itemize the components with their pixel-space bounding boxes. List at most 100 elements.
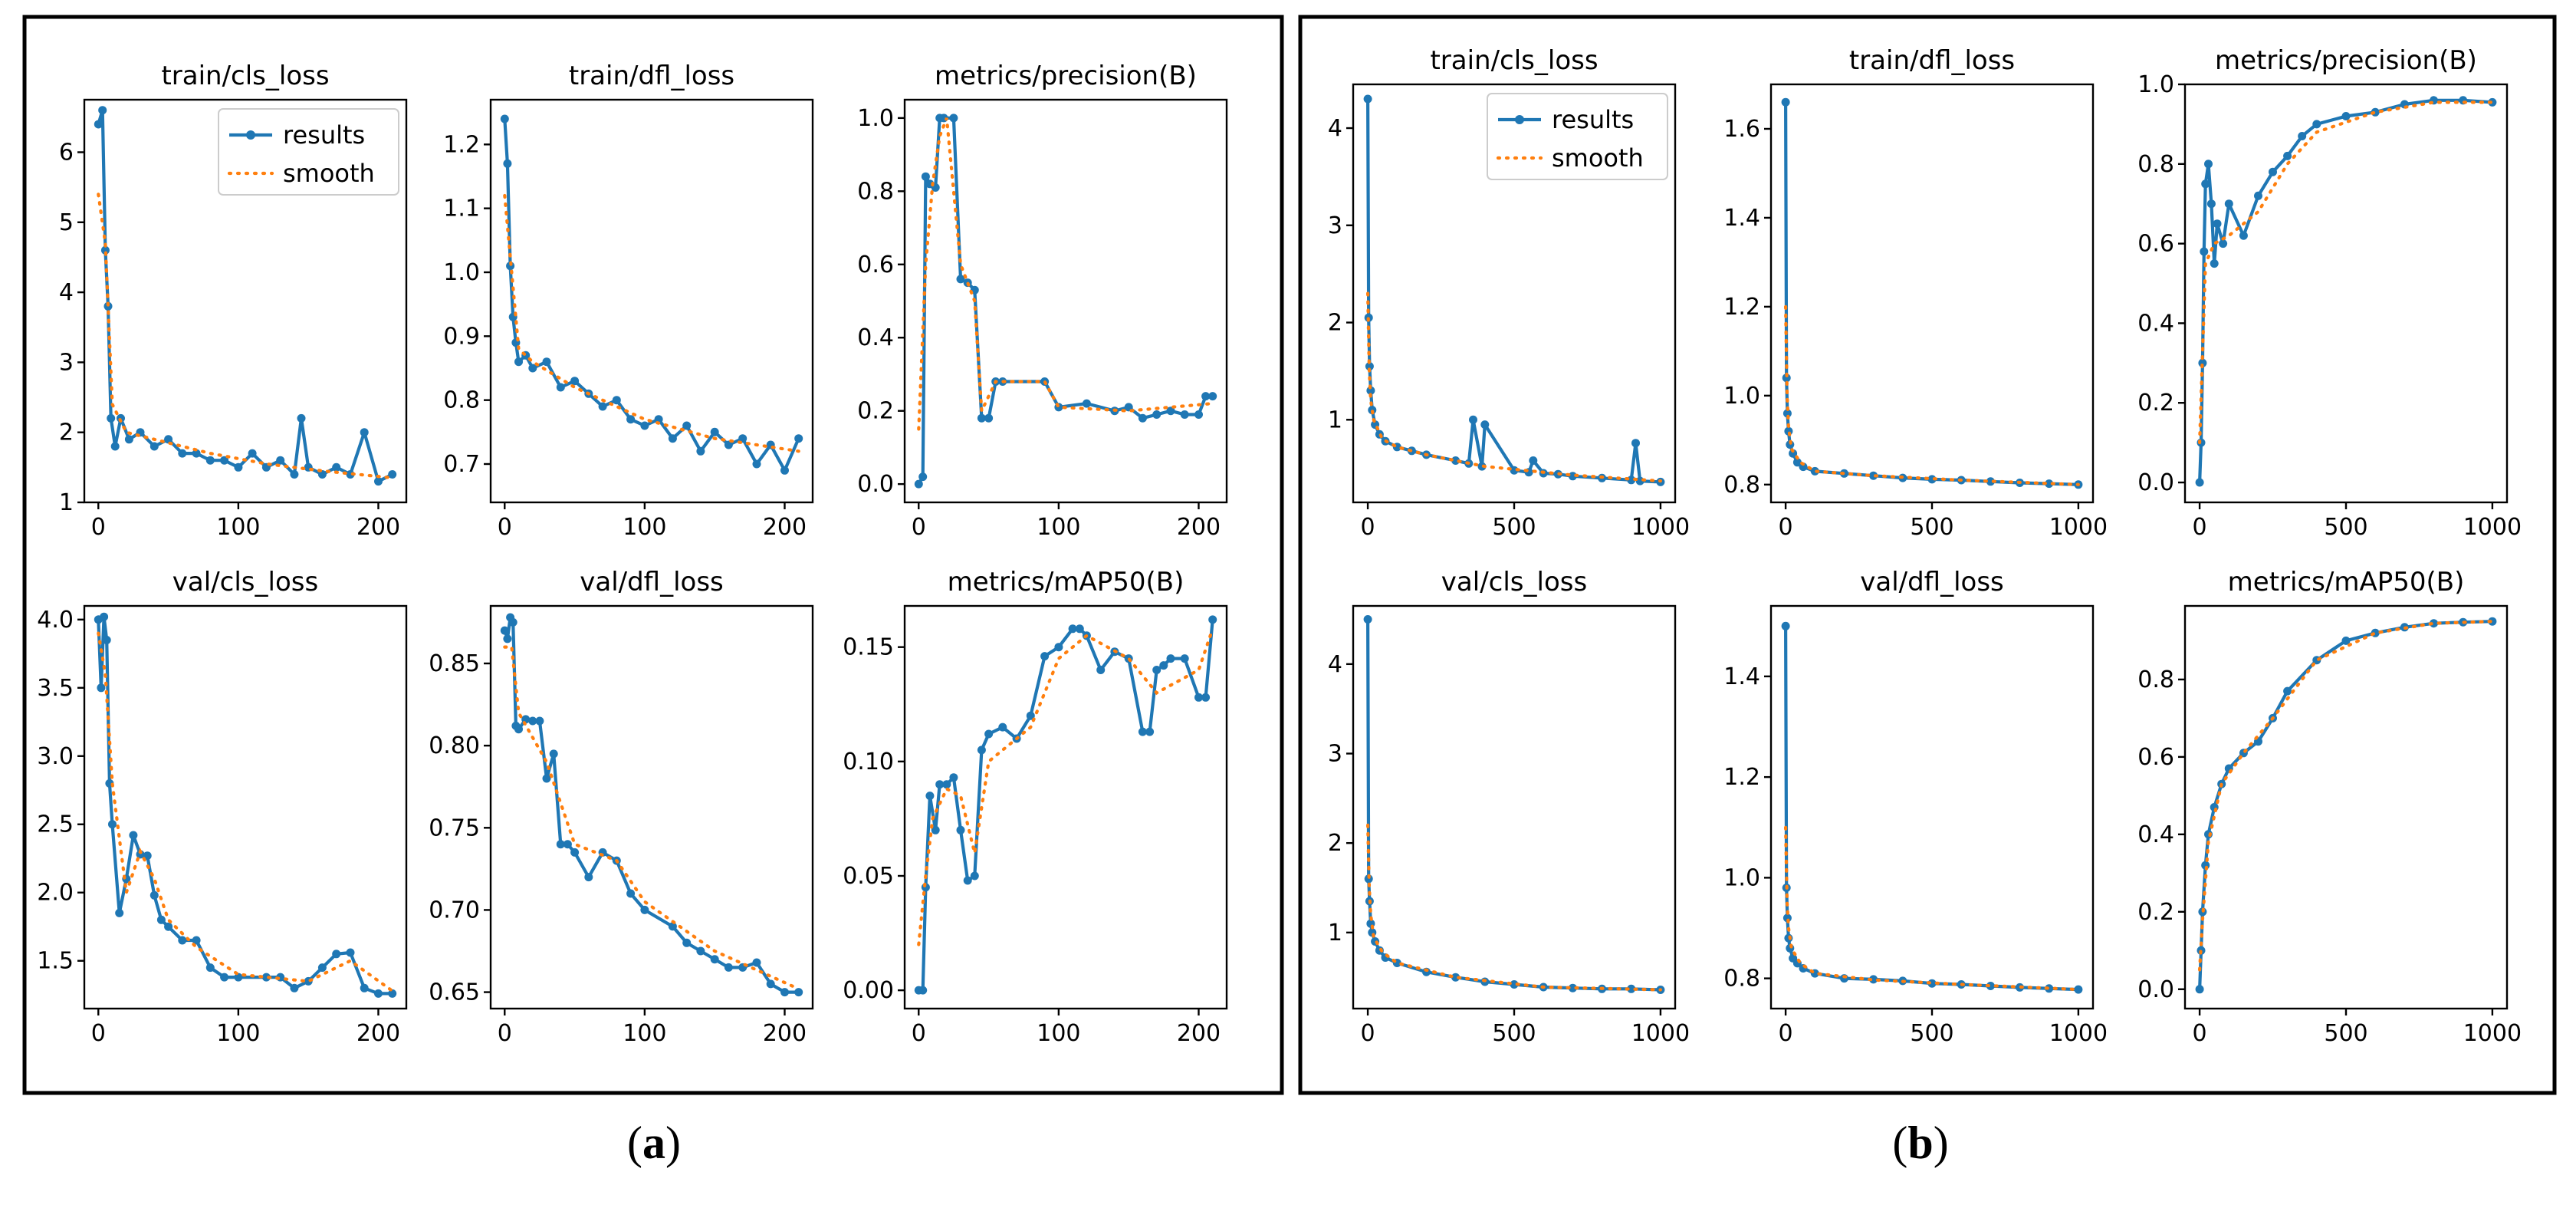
results-series-line (1784, 626, 2078, 992)
results-data-point (2204, 160, 2213, 169)
results-data-point (696, 946, 705, 956)
results-data-point (626, 415, 636, 424)
subplot-title: val/dfl_loss (580, 567, 724, 597)
results-data-point (500, 114, 509, 123)
results-data-point (156, 915, 166, 924)
results-data-point (598, 402, 607, 411)
y-tick-label: 1.6 (1723, 116, 1760, 143)
results-data-point (1152, 666, 1162, 674)
results-data-point (780, 466, 789, 475)
legend-smooth-label: smooth (1552, 143, 1644, 173)
results-data-point (136, 850, 145, 859)
y-tick-label: 1.0 (857, 105, 894, 132)
x-tick-label: 0 (912, 1020, 926, 1047)
y-tick-label: 3.0 (37, 743, 74, 770)
axes-frame (489, 604, 814, 1010)
smooth-series-line (1784, 304, 2080, 486)
x-tick-label: 0 (1779, 1020, 1793, 1047)
y-tick-label: 0.15 (843, 634, 894, 661)
x-tick-label: 500 (2324, 1020, 2367, 1047)
results-data-point (710, 955, 719, 964)
results-data-point (503, 634, 512, 643)
x-tick-label: 1000 (2463, 514, 2522, 541)
x-tick-label: 200 (356, 1020, 400, 1047)
results-data-point (918, 472, 928, 482)
results-data-point (2200, 247, 2209, 256)
y-tick-label: 0.85 (429, 650, 480, 677)
results-data-point (110, 442, 120, 451)
subplot-title: val/cls_loss (1441, 567, 1587, 597)
results-data-point (794, 988, 803, 997)
subplot-a-6: metrics/mAP50(B) 0 100 200 0.00 0.05 0.10 0.15 (843, 567, 1228, 1047)
results-data-point (780, 988, 789, 997)
results-data-point (563, 840, 572, 849)
axes-frame (2183, 604, 2509, 1010)
results-data-point (2341, 112, 2351, 120)
results-data-point (100, 612, 109, 621)
results-series-line (503, 615, 799, 994)
results-data-point (752, 958, 761, 967)
results-data-point (528, 364, 537, 373)
results-data-point (1075, 624, 1084, 634)
y-tick-label: 1.2 (1723, 764, 1760, 791)
results-data-point (963, 876, 972, 885)
y-tick-label: 0.8 (1723, 966, 1760, 992)
smooth-series-line (503, 193, 800, 453)
results-data-point (1208, 392, 1217, 401)
axes-frame (2183, 83, 2509, 504)
results-data-point (2210, 259, 2219, 268)
y-tick-label: 1.0 (1723, 864, 1760, 891)
y-tick-label: 0.4 (857, 324, 894, 351)
y-tick-label: 0.80 (429, 732, 480, 759)
results-data-point (528, 716, 537, 726)
results-data-point (1068, 624, 1077, 634)
results-data-point (2283, 151, 2292, 160)
results-series-line (2198, 620, 2492, 989)
x-tick-label: 200 (1177, 1020, 1221, 1047)
results-data-point (956, 275, 965, 284)
results-data-point (220, 973, 229, 982)
y-tick-label: 1.2 (443, 131, 480, 158)
y-tick-label: 1.4 (1723, 205, 1760, 232)
y-tick-label: 0.8 (857, 178, 894, 205)
results-data-point (2198, 358, 2207, 367)
results-data-point (2195, 985, 2204, 994)
y-tick-label: 2 (1328, 830, 1342, 857)
subplot-a-1: train/cls_loss 0 100 200 1 2 3 4 5 6 results smooth (59, 61, 408, 541)
results-data-point (220, 456, 229, 465)
y-tick-label: 1 (1328, 920, 1342, 946)
results-series-line (2198, 98, 2493, 483)
results-data-point (234, 973, 243, 982)
x-tick-label: 100 (216, 1020, 260, 1047)
results-data-point (1781, 621, 1790, 630)
results-data-point (332, 950, 341, 959)
y-tick-label: 1.0 (1723, 383, 1760, 410)
x-tick-label: 0 (91, 1020, 106, 1047)
smooth-series-line (1365, 823, 1662, 992)
y-tick-label: 5 (59, 209, 74, 236)
results-data-point (612, 396, 621, 405)
x-tick-label: 500 (1492, 1020, 1536, 1047)
results-data-point (931, 825, 940, 834)
y-tick-label: 4.0 (37, 607, 74, 634)
y-tick-label: 4 (1328, 651, 1342, 678)
x-tick-label: 0 (1779, 514, 1793, 541)
results-data-point (2341, 636, 2351, 645)
results-data-point (1152, 410, 1162, 419)
results-series-line (1365, 619, 1661, 992)
x-tick-label: 0 (912, 514, 926, 541)
axes-frame (1769, 83, 2095, 504)
subplot-title: val/cls_loss (172, 567, 318, 597)
results-data-point (626, 889, 636, 898)
y-tick-label: 1.5 (37, 948, 74, 975)
results-data-point (261, 973, 271, 982)
results-data-point (192, 936, 201, 945)
legend-results-label: results (283, 120, 365, 150)
results-data-point (346, 948, 355, 957)
y-tick-label: 1.2 (1723, 294, 1760, 321)
y-tick-label: 0.8 (443, 387, 480, 414)
results-data-point (1451, 456, 1460, 465)
y-tick-label: 0.8 (1723, 472, 1760, 499)
